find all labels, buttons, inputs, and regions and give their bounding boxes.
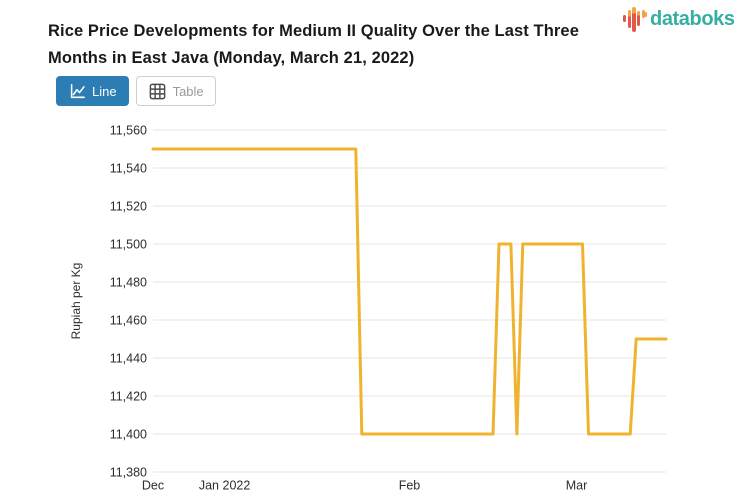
x-tick-label: Jan 2022 <box>199 479 250 493</box>
y-tick-label: 11,440 <box>110 352 147 366</box>
y-tick-label: 11,500 <box>110 238 147 252</box>
page-title: Rice Price Developments for Medium II Qu… <box>48 22 579 67</box>
y-axis-title: Rupiah per Kg <box>69 263 83 340</box>
y-tick-label: 11,420 <box>110 390 147 404</box>
databoks-logo[interactable]: databoks <box>623 6 735 33</box>
x-tick-label: Mar <box>566 479 588 493</box>
price-chart: 11,380 11,400 11,420 11,440 11,460 11,480 11,5… <box>0 112 753 498</box>
y-tick-label: 11,480 <box>110 276 147 290</box>
y-tick-labels: 11,380 11,400 11,420 11,440 11,460 11,480 11,5… <box>110 124 147 480</box>
y-tick-label: 11,520 <box>110 200 147 214</box>
table-view-button[interactable]: Table <box>135 76 216 106</box>
y-gridlines <box>153 129 666 473</box>
y-tick-label: 11,380 <box>110 466 147 480</box>
table-grid-icon <box>148 82 167 101</box>
databoks-logo-text: databoks <box>650 8 735 30</box>
x-tick-label: Dec <box>142 479 164 493</box>
y-tick-label: 11,540 <box>110 162 147 176</box>
view-toggle: Line Table <box>56 76 216 106</box>
y-tick-label: 11,560 <box>110 124 147 138</box>
y-tick-label: 11,400 <box>110 428 147 442</box>
table-view-label: Table <box>172 83 204 99</box>
x-tick-label: Feb <box>399 479 421 493</box>
databoks-logo-icon <box>623 6 648 33</box>
line-chart-icon <box>68 83 86 100</box>
line-view-button[interactable]: Line <box>56 76 129 106</box>
y-tick-label: 11,460 <box>110 314 147 328</box>
line-view-label: Line <box>92 83 117 99</box>
x-tick-labels: Dec Jan 2022 Feb Mar <box>142 479 587 493</box>
price-line[interactable] <box>151 147 668 436</box>
